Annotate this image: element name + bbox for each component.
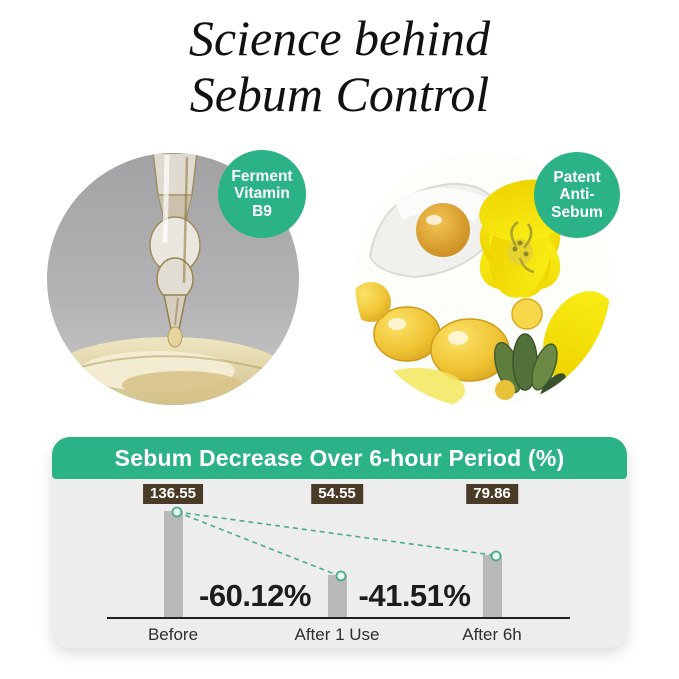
chart-bar: [163, 511, 183, 617]
badge-patent-anti-sebum: Patent Anti- Sebum: [534, 152, 620, 238]
badge-line: Vitamin: [234, 185, 290, 203]
percent-change-label: -60.12%: [199, 578, 311, 613]
value-chip: 54.55: [311, 484, 363, 504]
chart-bar: [327, 575, 347, 617]
x-axis-line: [107, 617, 570, 619]
page-title-line2: Sebum Control: [189, 66, 490, 122]
sebum-chart-panel: Sebum Decrease Over 6-hour Period (%) 13…: [52, 437, 627, 648]
percent-change-label: -41.51%: [358, 578, 471, 613]
x-axis-label: After 6h: [462, 625, 522, 644]
x-axis-label: After 1 Use: [294, 625, 380, 644]
badge-line: Anti-: [559, 186, 595, 204]
badge-line: Ferment: [231, 167, 293, 185]
page-title: Science behind Sebum Control: [0, 10, 679, 122]
chart-title-bar: Sebum Decrease Over 6-hour Period (%): [52, 437, 627, 479]
badge-line: B9: [252, 202, 272, 220]
bar-chart: 136.55 Before 54.55 After 1 Use 79.86 After 6…: [52, 479, 627, 648]
badge-ferment-vitamin-b9: Ferment Vitamin B9: [218, 150, 306, 238]
chart-bar: [482, 555, 502, 617]
value-chip: 79.86: [466, 484, 518, 504]
trend-connector-lines: [171, 506, 502, 582]
badge-line: Sebum: [551, 203, 603, 221]
x-axis-label: Before: [147, 625, 199, 644]
page-title-line1: Science behind: [188, 10, 491, 66]
badge-line: Patent: [553, 168, 601, 186]
value-chip: 136.55: [143, 484, 203, 504]
